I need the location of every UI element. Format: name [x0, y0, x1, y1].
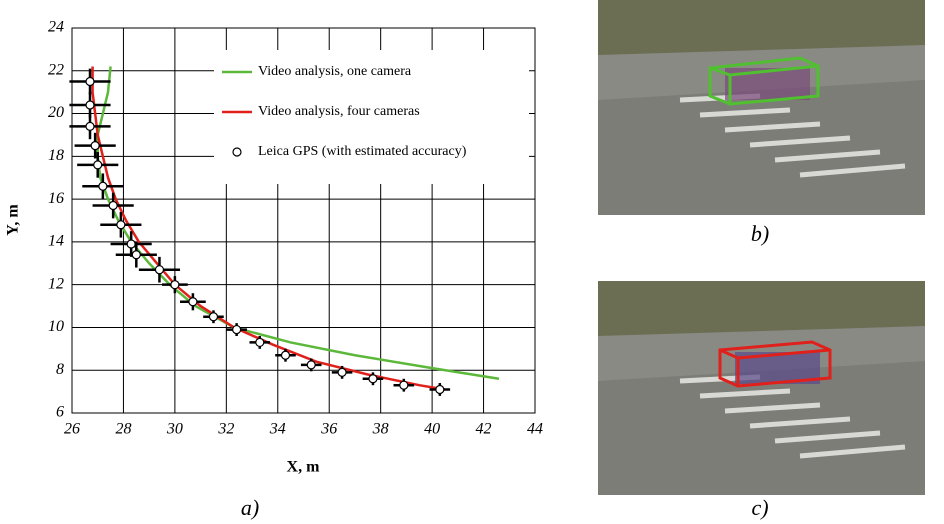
point	[208, 312, 219, 322]
y-tick-label: 6	[56, 404, 64, 421]
x-tick-label: 38	[372, 421, 389, 438]
point	[116, 220, 126, 230]
point	[368, 374, 378, 384]
point	[93, 160, 103, 170]
panel-label: c)	[751, 495, 768, 520]
point	[435, 384, 445, 395]
x-tick-label: 34	[269, 421, 286, 438]
y-tick-label: 16	[48, 190, 64, 207]
point	[232, 324, 242, 335]
legend-box	[214, 50, 529, 184]
point	[280, 350, 291, 360]
point	[85, 100, 95, 110]
x-tick-label: 40	[424, 421, 440, 438]
line	[91, 66, 446, 391]
point	[85, 76, 95, 87]
x-tick-label: 28	[115, 421, 131, 438]
legend-label: Video analysis, one camera	[258, 64, 412, 79]
photo-c	[598, 281, 925, 495]
point	[306, 360, 316, 370]
x-tick-label: 30	[166, 421, 183, 438]
panel-label: a)	[241, 495, 259, 520]
point	[85, 121, 95, 131]
y-tick-label: 8	[56, 361, 64, 378]
point	[90, 141, 100, 151]
point	[126, 239, 136, 249]
x-tick-label: 36	[320, 421, 337, 438]
y-tick-label: 12	[48, 275, 64, 292]
point	[255, 337, 265, 348]
x-tick-label: 42	[476, 421, 492, 438]
y-tick-label: 24	[48, 19, 64, 36]
panel-label: b)	[751, 221, 769, 246]
point	[131, 250, 141, 260]
y-tick-label: 20	[48, 104, 64, 121]
plot-frame	[71, 27, 536, 414]
x-tick-label: 32	[217, 421, 234, 438]
point	[188, 297, 198, 307]
x-tick-label: 26	[64, 421, 80, 438]
y-tick-label: 22	[48, 61, 64, 78]
photo-b	[598, 0, 925, 215]
y-tick-label: 14	[48, 233, 64, 250]
x-axis-label: X, m	[287, 459, 321, 476]
point	[399, 380, 409, 390]
legend-label: Leica GPS (with estimated accuracy)	[258, 144, 467, 159]
y-tick-label: 18	[48, 147, 64, 164]
legend-label: Video analysis, four cameras	[258, 104, 420, 119]
point	[170, 280, 180, 290]
x-tick-label: 44	[527, 421, 543, 438]
point	[154, 265, 165, 275]
y-tick-label: 10	[48, 318, 64, 335]
point	[108, 200, 118, 211]
point	[98, 181, 108, 191]
legend-swatch	[232, 147, 242, 157]
point	[337, 367, 347, 377]
y-axis-label: Y, m	[5, 204, 22, 236]
